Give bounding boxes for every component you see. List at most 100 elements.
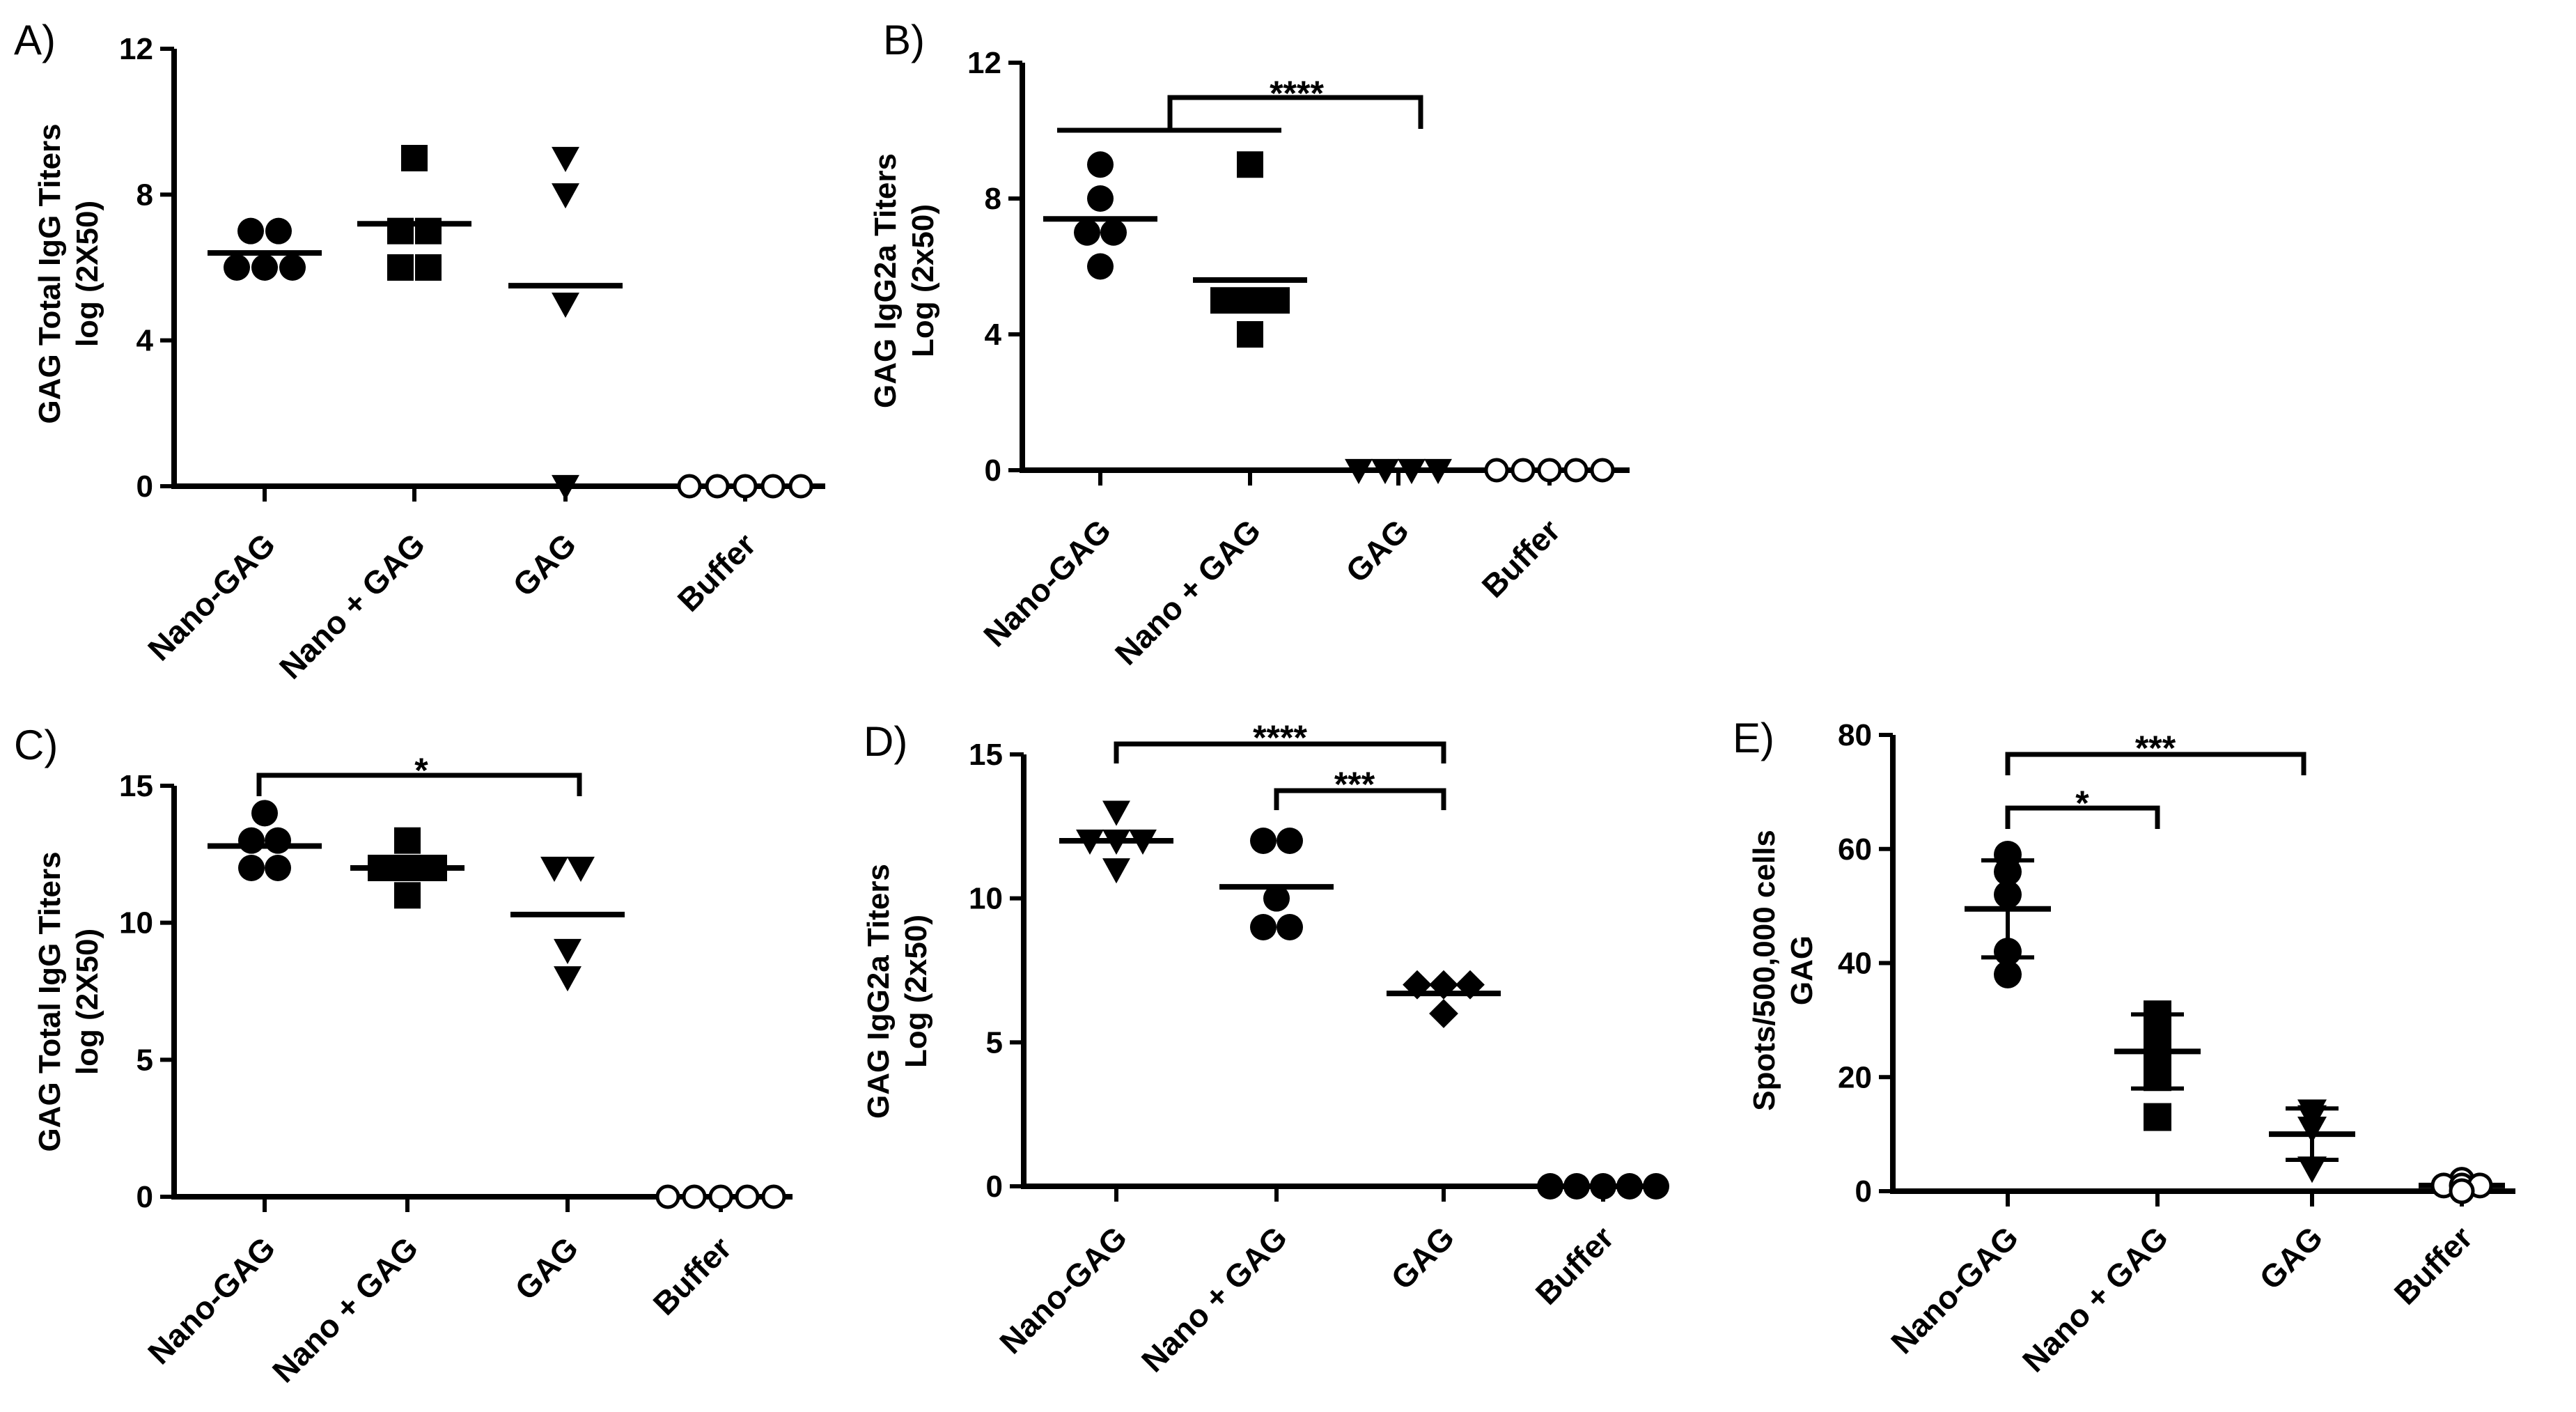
data-point	[401, 145, 428, 171]
data-point	[1424, 458, 1452, 484]
data-point	[238, 827, 265, 854]
y-tick-label: 5	[136, 1043, 153, 1077]
data-point	[1237, 321, 1263, 348]
x-tick-label: GAG	[1384, 1219, 1461, 1296]
data-point	[387, 217, 414, 245]
data-point	[251, 800, 278, 827]
data-point	[554, 938, 581, 964]
data-point	[1643, 1173, 1669, 1200]
data-point	[394, 855, 421, 881]
panel-a: A) GAG Total IgG Titers log (2X50) 0 4 8 12…	[14, 17, 825, 686]
data-point	[1484, 458, 1509, 483]
y-tick-label: 0	[136, 1180, 153, 1214]
data-point	[554, 966, 581, 992]
y-tick-label: 12	[967, 46, 1001, 80]
y-tick-label: 8	[136, 178, 153, 212]
data-point	[705, 474, 730, 499]
data-point	[1345, 458, 1373, 484]
data-point	[1563, 1173, 1590, 1200]
data-point	[1100, 219, 1127, 246]
data-point	[394, 882, 421, 909]
significance-bracket	[2005, 752, 2306, 775]
x-tick-label: Buffer	[1529, 1219, 1621, 1312]
x-tick-label: Nano + GAG	[272, 526, 432, 685]
y-tick-label: 10	[119, 906, 153, 940]
data-point	[1511, 458, 1536, 483]
data-point	[1102, 800, 1130, 826]
data-point	[1074, 219, 1100, 246]
data-point	[394, 827, 421, 854]
data-point	[1076, 829, 1104, 855]
y-tick-label: 40	[1838, 947, 1872, 981]
data-point	[238, 855, 265, 881]
data-point	[552, 183, 579, 209]
data-point	[735, 1184, 760, 1209]
y-axis-label-line2: Log (2x50)	[906, 204, 940, 357]
data-point	[761, 1184, 786, 1209]
data-point	[567, 856, 595, 882]
x-tick-label: Nano + GAG	[265, 1229, 425, 1389]
panel-b: B) GAG IgG2a Titers Log (2x50) **** 0 4 8 12…	[868, 17, 1630, 672]
data-point	[1398, 458, 1426, 484]
data-point	[1429, 970, 1458, 1000]
panel-label: D)	[864, 718, 907, 765]
data-point	[1371, 458, 1399, 484]
data-point	[1087, 185, 1114, 212]
data-point	[1210, 287, 1237, 314]
x-tick-label: Nano + GAG	[1108, 512, 1267, 672]
x-tick-label: Nano + GAG	[2015, 1219, 2175, 1379]
y-tick-label: 15	[969, 738, 1003, 772]
x-tick-label: Buffer	[1475, 512, 1568, 605]
data-point	[540, 856, 568, 882]
data-point	[387, 254, 414, 281]
x-tick-label: Nano-GAG	[141, 526, 282, 667]
y-axis-label-line1: GAG Total IgG Titers	[33, 123, 67, 424]
data-point	[2144, 1103, 2171, 1131]
data-point	[682, 1184, 707, 1209]
significance-bracket	[2005, 805, 2160, 829]
data-point	[265, 855, 291, 881]
data-point	[1263, 287, 1290, 314]
panel-c: C) GAG Total IgG Titers log (2X50) * 0 5 10…	[14, 722, 793, 1390]
data-point	[1994, 960, 2022, 988]
data-point	[279, 254, 306, 281]
y-axis-label-line1: GAG IgG2a Titers	[868, 153, 903, 408]
data-point	[415, 217, 442, 245]
data-point	[1429, 999, 1458, 1028]
data-point	[1590, 458, 1615, 483]
y-tick-label: 0	[136, 470, 153, 504]
data-point	[760, 474, 786, 499]
data-point	[224, 254, 250, 281]
panel-label: C)	[14, 722, 58, 768]
x-tick-label: Buffer	[646, 1229, 739, 1322]
data-point	[1994, 880, 2022, 909]
data-point	[552, 474, 579, 500]
data-point	[1590, 1173, 1616, 1200]
data-point	[265, 827, 291, 854]
significance-label: *	[414, 751, 428, 790]
y-axis-label-line1: GAG IgG2a Titers	[861, 864, 896, 1119]
y-tick-label: 0	[986, 1170, 1003, 1204]
data-point	[788, 474, 813, 499]
panel-e: E) Spots/500,000 cells GAG ****020406080…	[1733, 715, 2515, 1379]
significance-label: ****	[1253, 718, 1307, 757]
y-tick-label: 60	[1838, 832, 1872, 867]
x-tick-label: Nano-GAG	[1884, 1219, 2025, 1360]
data-point	[1277, 828, 1303, 854]
y-tick-label: 0	[1855, 1174, 1872, 1209]
significance-label: ****	[1270, 74, 1324, 113]
x-tick-label: Nano-GAG	[976, 512, 1118, 653]
data-point	[1250, 914, 1277, 940]
y-tick-label: 4	[985, 318, 1002, 352]
y-axis-label-line2: log (2X50)	[70, 201, 104, 347]
data-point	[1087, 151, 1114, 178]
data-point	[1102, 858, 1130, 884]
data-point	[2297, 1156, 2327, 1184]
significance-bracket	[256, 773, 582, 796]
y-axis-label-line2: GAG	[1785, 936, 1819, 1005]
data-point	[1537, 1173, 1563, 1200]
data-point	[1455, 970, 1485, 1000]
x-tick-label: GAG	[1338, 512, 1416, 589]
data-point	[1237, 287, 1263, 314]
